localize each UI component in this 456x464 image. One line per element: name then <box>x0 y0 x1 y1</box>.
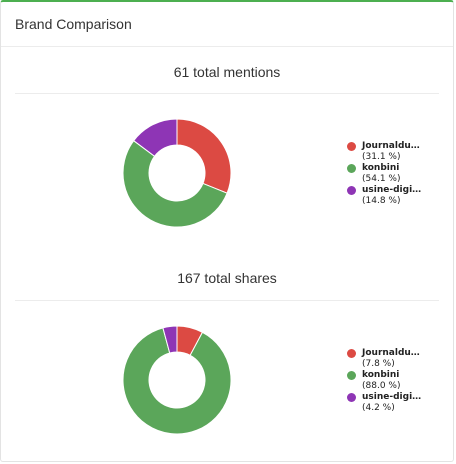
donut-slice-konbini[interactable] <box>122 140 228 228</box>
legend-label: usine-digi… <box>362 185 422 195</box>
donut-slice-usine-digi[interactable] <box>133 118 178 157</box>
shares-donut-chart <box>122 325 232 435</box>
mentions-donut-chart <box>122 118 232 228</box>
shares-chart-title: 167 total shares <box>177 270 277 286</box>
legend-swatch <box>347 164 356 173</box>
legend-label: usine-digi… <box>362 392 422 402</box>
legend-value: (88.0 %) <box>362 381 401 391</box>
legend-value: (14.8 %) <box>362 196 401 206</box>
legend-item[interactable]: konbini (88.0 %) <box>347 370 421 392</box>
card-title: Brand Comparison <box>1 2 453 47</box>
legend-swatch <box>347 393 356 402</box>
legend-label: konbini <box>362 370 400 380</box>
divider <box>15 300 439 301</box>
legend-swatch <box>347 371 356 380</box>
legend-label: Journaldu… <box>362 141 420 151</box>
donut-slice-usine-digi[interactable] <box>162 325 178 354</box>
mentions-chart-title: 61 total mentions <box>173 64 281 80</box>
legend-item[interactable]: Journaldu… (31.1 %) <box>347 141 421 163</box>
legend-swatch <box>347 349 356 358</box>
legend-item[interactable]: Journaldu… (7.8 %) <box>347 348 421 370</box>
shares-legend: Journaldu… (7.8 %) konbini (88.0 %) usin… <box>347 348 421 414</box>
donut-slice-journaldu[interactable] <box>176 118 232 194</box>
legend-item[interactable]: usine-digi… (4.2 %) <box>347 392 421 414</box>
legend-swatch <box>347 186 356 195</box>
legend-value: (31.1 %) <box>362 152 401 162</box>
legend-value: (7.8 %) <box>362 359 395 369</box>
legend-swatch <box>347 142 356 151</box>
mentions-legend: Journaldu… (31.1 %) konbini (54.1 %) usi… <box>347 141 421 207</box>
legend-value: (54.1 %) <box>362 174 401 184</box>
legend-item[interactable]: usine-digi… (14.8 %) <box>347 185 421 207</box>
legend-item[interactable]: konbini (54.1 %) <box>347 163 421 185</box>
donut-slice-konbini[interactable] <box>122 327 232 435</box>
legend-label: konbini <box>362 163 400 173</box>
legend-label: Journaldu… <box>362 348 420 358</box>
divider <box>15 93 439 94</box>
legend-value: (4.2 %) <box>362 403 395 413</box>
